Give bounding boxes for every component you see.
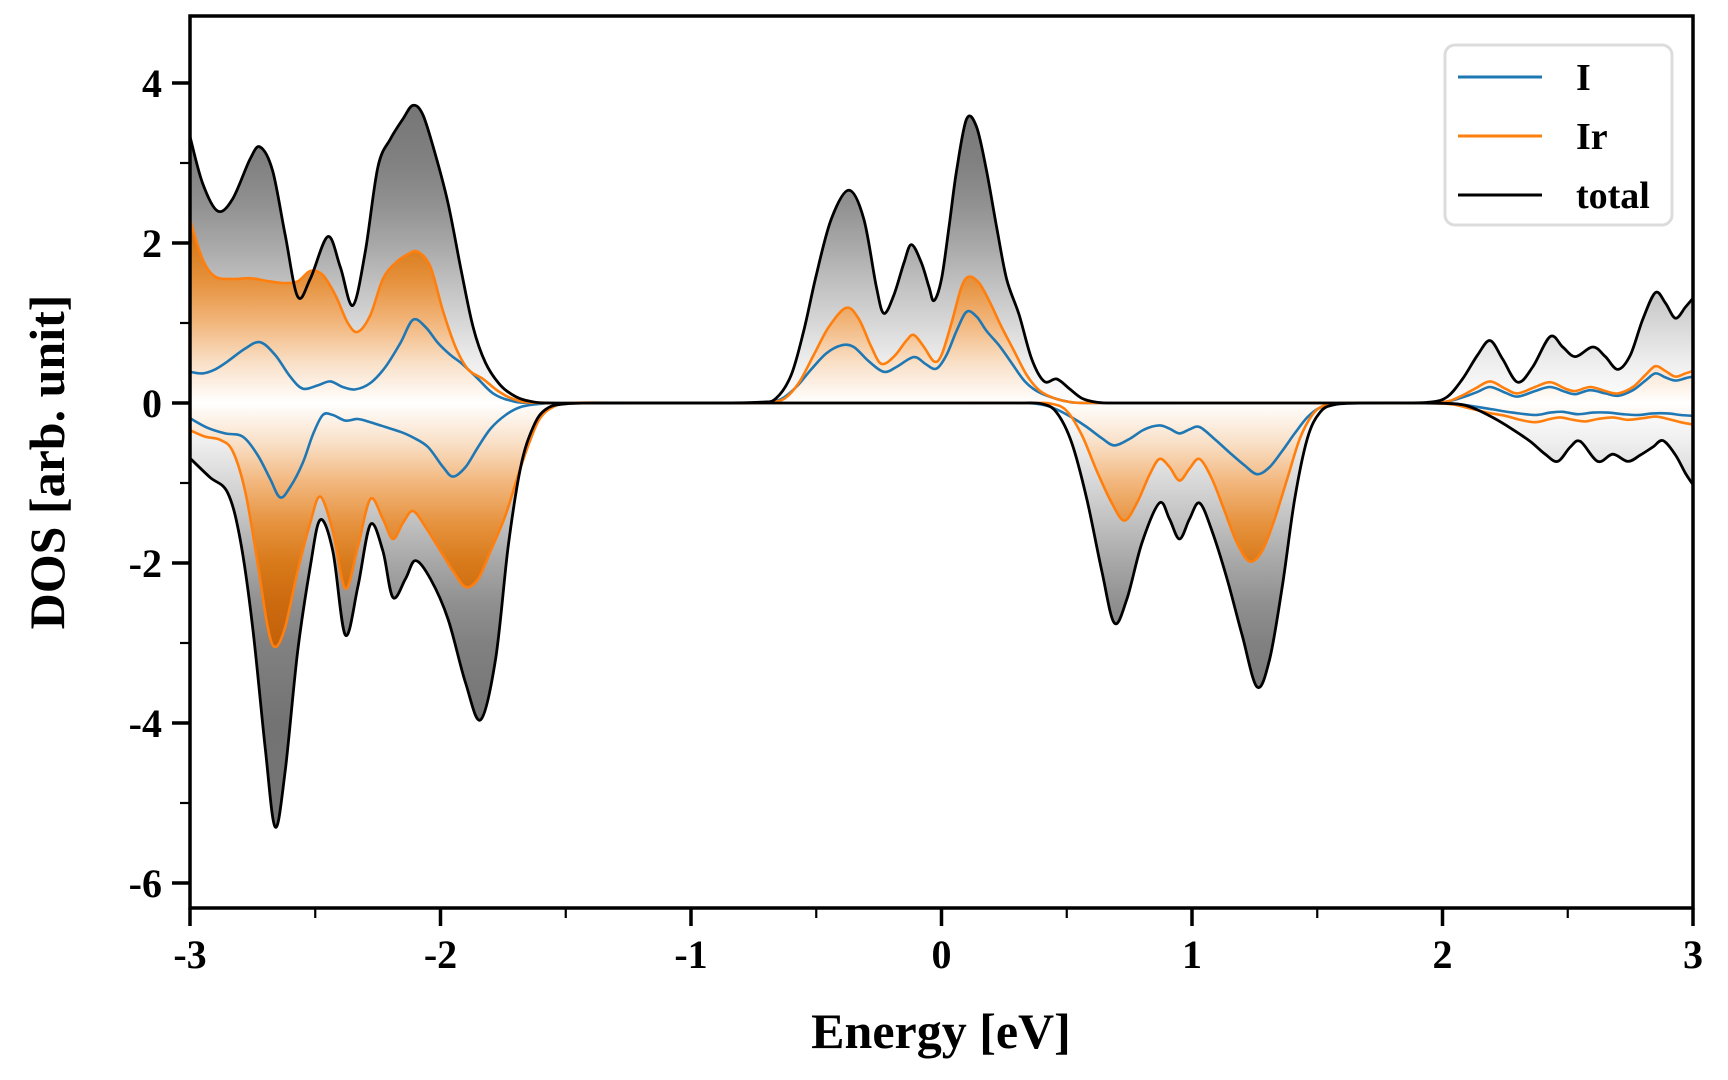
Ir-down-line (190, 401, 1693, 649)
x-tick-label: -1 (674, 932, 707, 977)
Ir-up-line (190, 219, 1693, 405)
y-tick-label: 4 (142, 61, 162, 106)
y-tick-label: -6 (129, 861, 162, 906)
x-axis-label: Energy [eV] (811, 1003, 1071, 1059)
x-tick-label: 2 (1433, 932, 1453, 977)
I-down-line (190, 401, 1693, 499)
legend: I Ir total (1443, 43, 1674, 227)
x-tick-label: 1 (1182, 932, 1202, 977)
axis-tick-labels: -3 -2 -1 0 1 2 3 4 2 0 -2 -4 -6 (129, 61, 1703, 977)
I-up-line (190, 309, 1693, 405)
y-tick-label: -2 (129, 541, 162, 586)
Ir-down-fill (190, 402, 1693, 647)
total-down-line (190, 401, 1693, 829)
legend-box (1443, 43, 1674, 227)
legend-label-I: I (1576, 57, 1591, 99)
axis-ticks (172, 81, 1695, 926)
x-tick-label: -2 (424, 932, 457, 977)
x-tick-label: 3 (1683, 932, 1703, 977)
x-tick-label: -3 (173, 932, 206, 977)
y-tick-label: 0 (142, 381, 162, 426)
total-up-line (190, 103, 1693, 405)
y-axis-label: DOS [arb. unit] (19, 295, 75, 630)
y-tick-label: -4 (129, 701, 162, 746)
y-tick-label: 2 (142, 221, 162, 266)
curve-lines (190, 103, 1693, 829)
legend-label-Ir: Ir (1576, 116, 1608, 158)
x-tick-label: 0 (932, 932, 952, 977)
legend-label-total: total (1576, 175, 1650, 217)
